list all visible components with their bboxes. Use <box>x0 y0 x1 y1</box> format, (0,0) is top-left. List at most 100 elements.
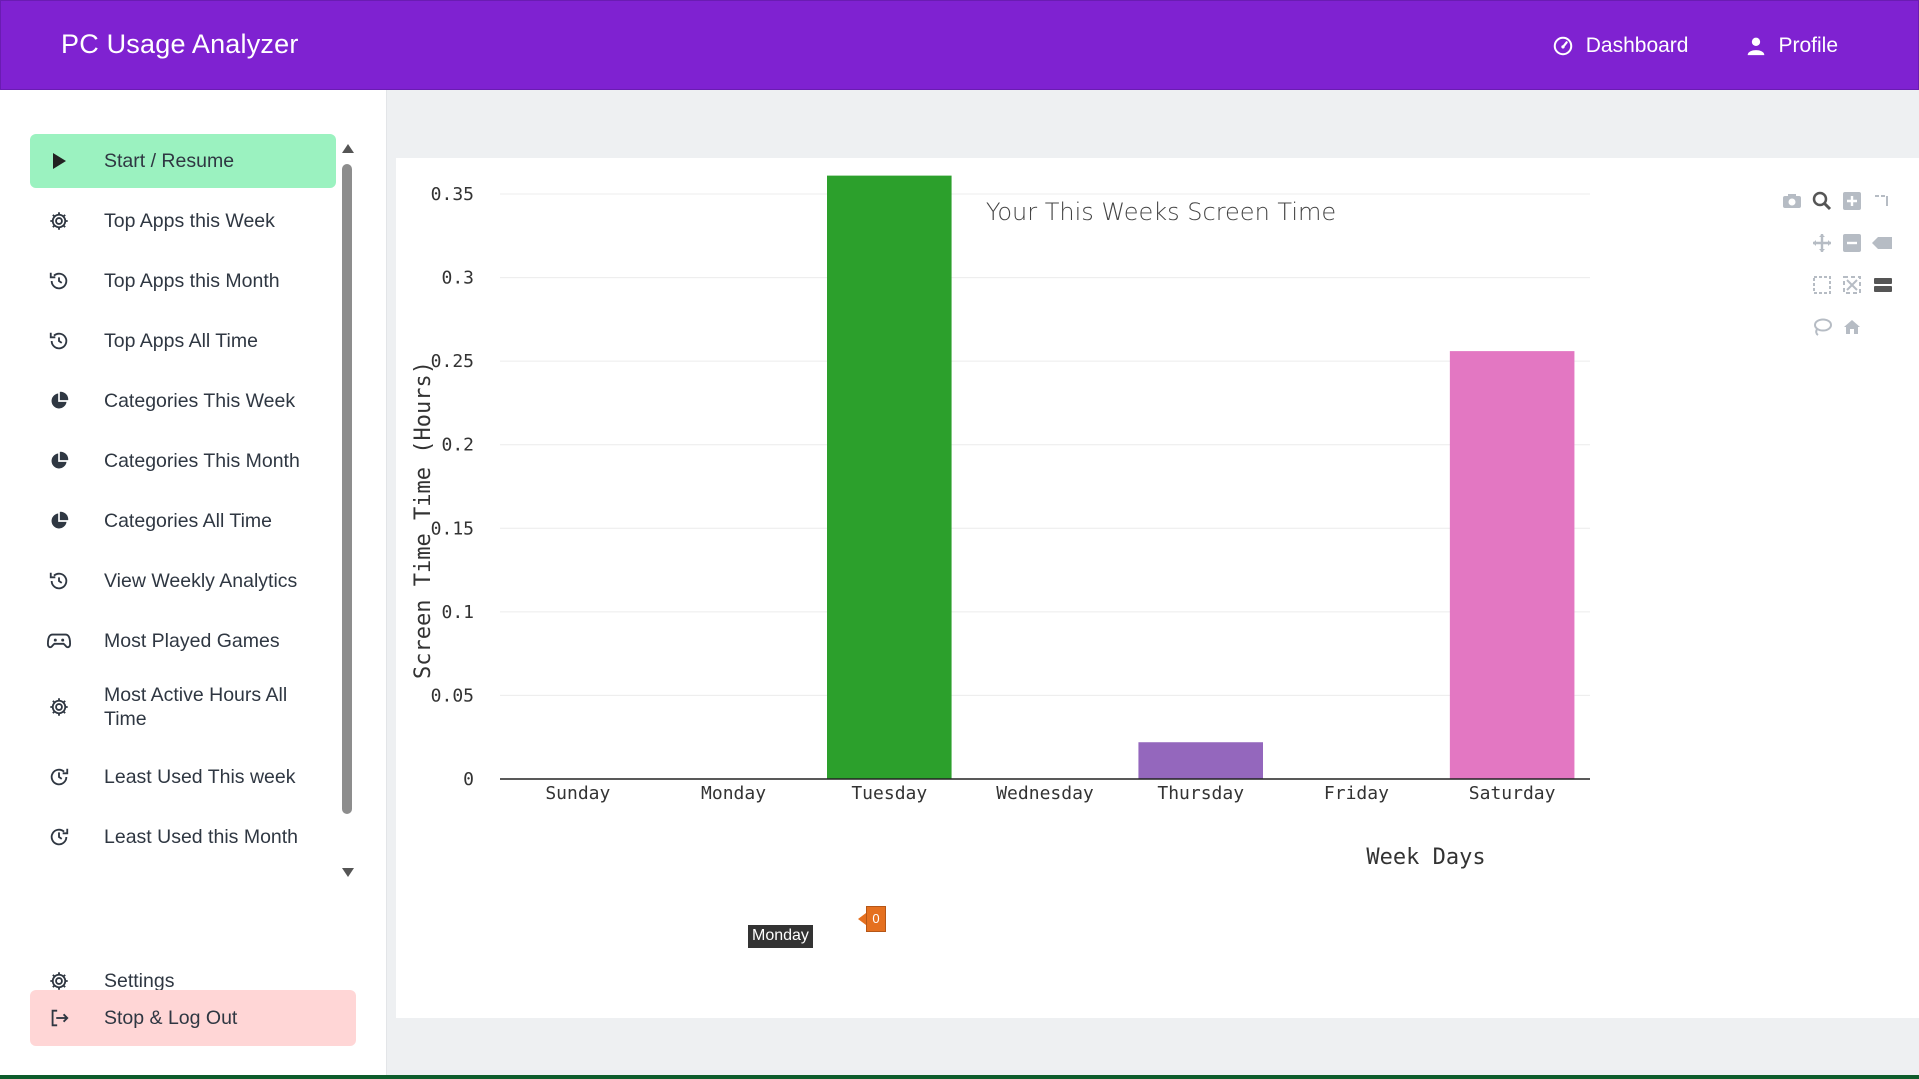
dashboard-link[interactable]: Dashboard <box>1552 34 1689 58</box>
sidebar-item-label: Top Apps this Month <box>104 270 280 292</box>
sidebar-item-top-apps-month[interactable]: Top Apps this Month <box>30 254 336 308</box>
x-axis-ticks: Sunday Monday Tuesday Wednesday Thursday Frid… <box>545 783 1555 804</box>
sidebar-item-most-active-hours[interactable]: Most Active Hours All Time <box>30 674 336 740</box>
sidebar-item-label: Most Active Hours All Time <box>104 684 288 730</box>
sidebar-item-label: Least Used this Month <box>104 826 299 848</box>
sidebar-scrollbar[interactable] <box>340 144 354 884</box>
clock-down-icon <box>46 764 72 790</box>
chart-title: Your This Weeks Screen Time <box>985 198 1337 226</box>
chart-gridlines <box>500 193 1590 696</box>
logout-button[interactable]: Stop & Log Out <box>30 990 356 1046</box>
camera-icon[interactable] <box>1781 190 1803 212</box>
history-icon <box>46 268 72 294</box>
pie-chart-icon <box>46 448 72 474</box>
sidebar-item-label: Least Used This week <box>104 766 296 788</box>
sidebar-item-least-used-month[interactable]: Least Used this Month <box>30 810 336 864</box>
dashboard-label: Dashboard <box>1585 34 1689 57</box>
sidebar: Start / Resume Top Apps this Week Top Ap… <box>0 90 387 1075</box>
settings-label: Settings <box>104 970 175 992</box>
sidebar-item-categories-week[interactable]: Categories This Week <box>30 374 336 428</box>
y-axis-ticks: 0 0.05 0.1 0.15 0.2 0.25 0.3 0.35 <box>431 184 474 790</box>
logout-label: Stop & Log Out <box>104 1007 238 1029</box>
sidebar-item-top-apps-all-time[interactable]: Top Apps All Time <box>30 314 336 368</box>
x-tick-label-thursday: Thursday <box>1157 783 1244 804</box>
history-icon <box>46 568 72 594</box>
profile-label: Profile <box>1778 34 1838 57</box>
hover-label-value: 0 <box>858 906 886 932</box>
spike-lines-icon[interactable] <box>1871 190 1893 212</box>
x-axis-title: Week Days <box>1366 845 1485 870</box>
top-nav: Dashboard Profile <box>1552 1 1838 91</box>
window-bottom-edge <box>0 1075 1919 1079</box>
box-select-icon[interactable] <box>1811 274 1833 296</box>
y-tick-label: 0.15 <box>431 518 474 539</box>
scroll-thumb[interactable] <box>342 164 352 814</box>
y-tick-label: 0.3 <box>441 268 474 289</box>
x-tick-label-tuesday: Tuesday <box>851 783 927 804</box>
gear-icon <box>46 694 72 720</box>
x-tick-label-saturday: Saturday <box>1469 783 1556 804</box>
chart-bars <box>827 175 1575 780</box>
sidebar-item-label: Most Played Games <box>104 630 280 652</box>
y-tick-label: 0.35 <box>431 184 474 205</box>
gauge-icon <box>1552 35 1574 57</box>
x-tick-label-wednesday: Wednesday <box>996 783 1094 804</box>
sidebar-item-most-played-games[interactable]: Most Played Games <box>30 614 336 668</box>
sidebar-item-label: View Weekly Analytics <box>104 570 298 592</box>
hover-compare-icon[interactable] <box>1871 274 1893 296</box>
y-tick-label: 0.05 <box>431 685 474 706</box>
sidebar-item-label: Top Apps this Week <box>104 210 275 232</box>
chart-panel: Your This Weeks Screen Time 0 0.05 0.1 0.15… <box>396 158 1919 1018</box>
settings-button[interactable]: Settings <box>30 954 336 1008</box>
y-tick-label: 0.1 <box>441 602 474 623</box>
bar-thursday[interactable] <box>1138 742 1263 779</box>
hover-label-category: Monday <box>748 925 813 948</box>
app-title[interactable]: PC Usage Analyzer <box>61 29 299 59</box>
sidebar-item-label: Categories This Month <box>104 450 300 472</box>
autoscale-icon[interactable] <box>1841 274 1863 296</box>
gear-icon <box>46 968 72 994</box>
home-icon[interactable] <box>1841 316 1863 338</box>
scroll-down-arrow-icon[interactable] <box>342 868 354 877</box>
zoom-icon[interactable] <box>1811 190 1833 212</box>
sidebar-item-categories-all-time[interactable]: Categories All Time <box>30 494 336 548</box>
sidebar-item-categories-month[interactable]: Categories This Month <box>30 434 336 488</box>
clock-down-icon <box>46 824 72 850</box>
gear-icon <box>46 208 72 234</box>
user-icon <box>1746 36 1766 56</box>
history-icon <box>46 328 72 354</box>
sidebar-item-label: Categories This Week <box>104 390 296 412</box>
zoom-out-icon[interactable] <box>1841 232 1863 254</box>
sidebar-menu: Start / Resume Top Apps this Week Top Ap… <box>30 134 336 876</box>
profile-link[interactable]: Profile <box>1746 34 1838 58</box>
x-tick-label-friday: Friday <box>1324 783 1389 804</box>
y-tick-label: 0 <box>463 769 474 790</box>
bar-chart: 0 0.05 0.1 0.15 0.2 0.25 0.3 0.35 Sunday Monday T… <box>411 175 1590 870</box>
sidebar-item-start-resume[interactable]: Start / Resume <box>30 134 336 188</box>
hover-closest-icon[interactable] <box>1871 232 1893 254</box>
sidebar-item-weekly-analytics[interactable]: View Weekly Analytics <box>30 554 336 608</box>
sidebar-item-least-used-week[interactable]: Least Used This week <box>30 750 336 804</box>
y-tick-label: 0.25 <box>431 351 474 372</box>
bar-saturday[interactable] <box>1449 351 1575 779</box>
pie-chart-icon <box>46 388 72 414</box>
bar-tuesday[interactable] <box>827 175 952 780</box>
scroll-up-arrow-icon[interactable] <box>342 144 354 153</box>
top-navbar: PC Usage Analyzer Dashboard Profile <box>0 0 1919 90</box>
play-icon <box>46 148 72 174</box>
y-axis-title: Screen Time Time (Hours) <box>411 361 436 679</box>
chart-modebar <box>1781 190 1919 370</box>
sidebar-item-label: Start / Resume <box>104 150 235 172</box>
zoom-in-icon[interactable] <box>1841 190 1863 212</box>
pie-chart-icon <box>46 508 72 534</box>
sidebar-item-top-apps-week[interactable]: Top Apps this Week <box>30 194 336 248</box>
x-tick-label-monday: Monday <box>701 783 766 804</box>
pan-icon[interactable] <box>1811 232 1833 254</box>
x-tick-label-sunday: Sunday <box>545 783 610 804</box>
lasso-select-icon[interactable] <box>1811 316 1833 338</box>
y-tick-label: 0.2 <box>441 435 474 456</box>
sidebar-item-label: Top Apps All Time <box>104 330 258 352</box>
logout-icon <box>46 1005 72 1031</box>
sidebar-item-label: Categories All Time <box>104 510 272 532</box>
gamepad-icon <box>46 628 72 654</box>
